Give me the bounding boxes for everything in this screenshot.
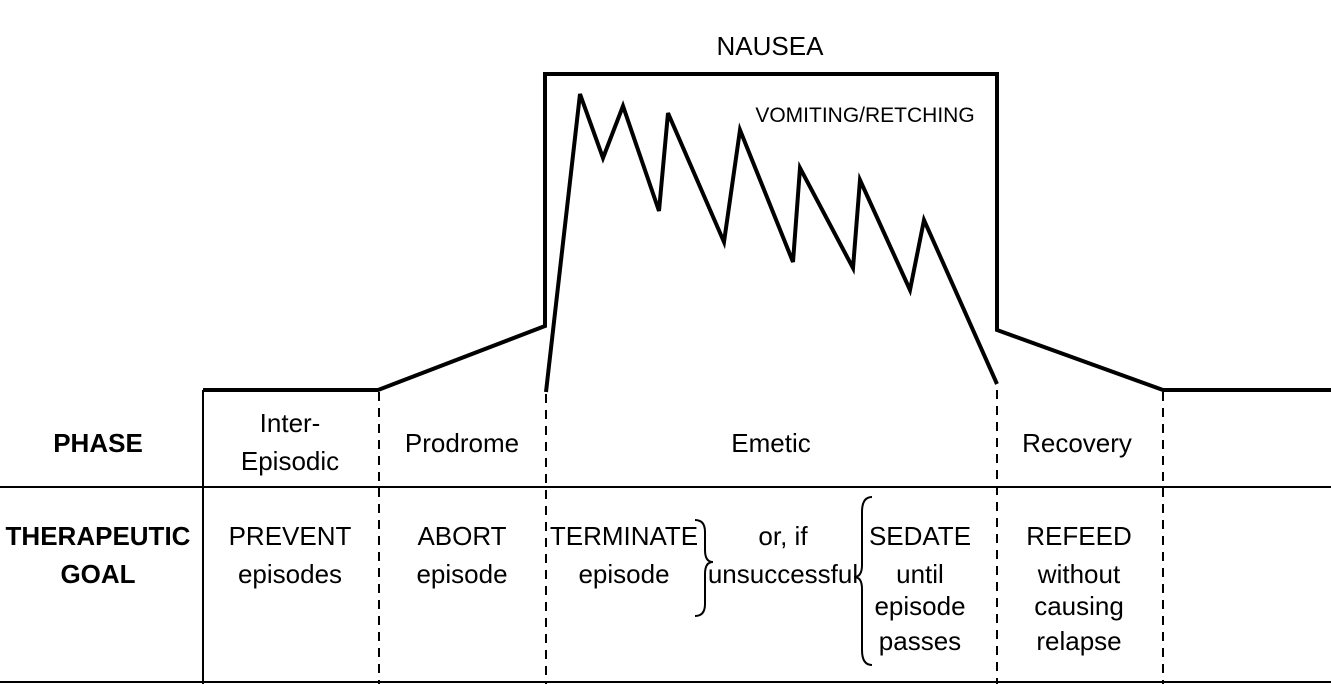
brace-sedate — [853, 496, 873, 666]
goal-header-line2: GOAL — [60, 559, 135, 589]
goal-terminate-2: episode — [578, 559, 669, 589]
goal-prevent-2: episodes — [238, 559, 342, 589]
phase-inter-episodic-line1: Inter- — [260, 408, 321, 438]
phase-inter-episodic-line2: Episodic — [241, 446, 339, 476]
goal-abort-1: ABORT — [417, 521, 506, 551]
goal-or-if-2: unsuccessful — [708, 559, 858, 589]
phase-header: PHASE — [53, 428, 143, 458]
phase-prodrome: Prodrome — [405, 428, 519, 458]
symptom-intensity-curve — [203, 72, 1331, 392]
goal-refeed-2: without — [1037, 559, 1121, 589]
phase-emetic: Emetic — [731, 428, 810, 458]
phase-recovery: Recovery — [1022, 428, 1132, 458]
brace-terminate — [694, 519, 714, 617]
goal-sedate-4: passes — [879, 626, 961, 656]
goal-refeed-3: causing — [1034, 591, 1124, 621]
goal-prevent-1: PREVENT — [229, 521, 352, 551]
goal-header-line1: THERAPEUTIC — [6, 521, 191, 551]
goal-or-if-1: or, if — [758, 521, 808, 551]
goal-sedate-2: until — [896, 559, 944, 589]
goal-abort-2: episode — [416, 559, 507, 589]
nausea-label: NAUSEA — [717, 31, 825, 61]
goal-refeed-4: relapse — [1036, 626, 1121, 656]
vomiting-retching-sawtooth — [544, 93, 999, 393]
goal-sedate-3: episode — [874, 591, 965, 621]
vomiting-retching-label: VOMITING/RETCHING — [755, 104, 974, 127]
goal-refeed-1: REFEED — [1026, 521, 1131, 551]
goal-sedate-1: SEDATE — [869, 521, 971, 551]
goal-terminate-1: TERMINATE — [550, 521, 698, 551]
